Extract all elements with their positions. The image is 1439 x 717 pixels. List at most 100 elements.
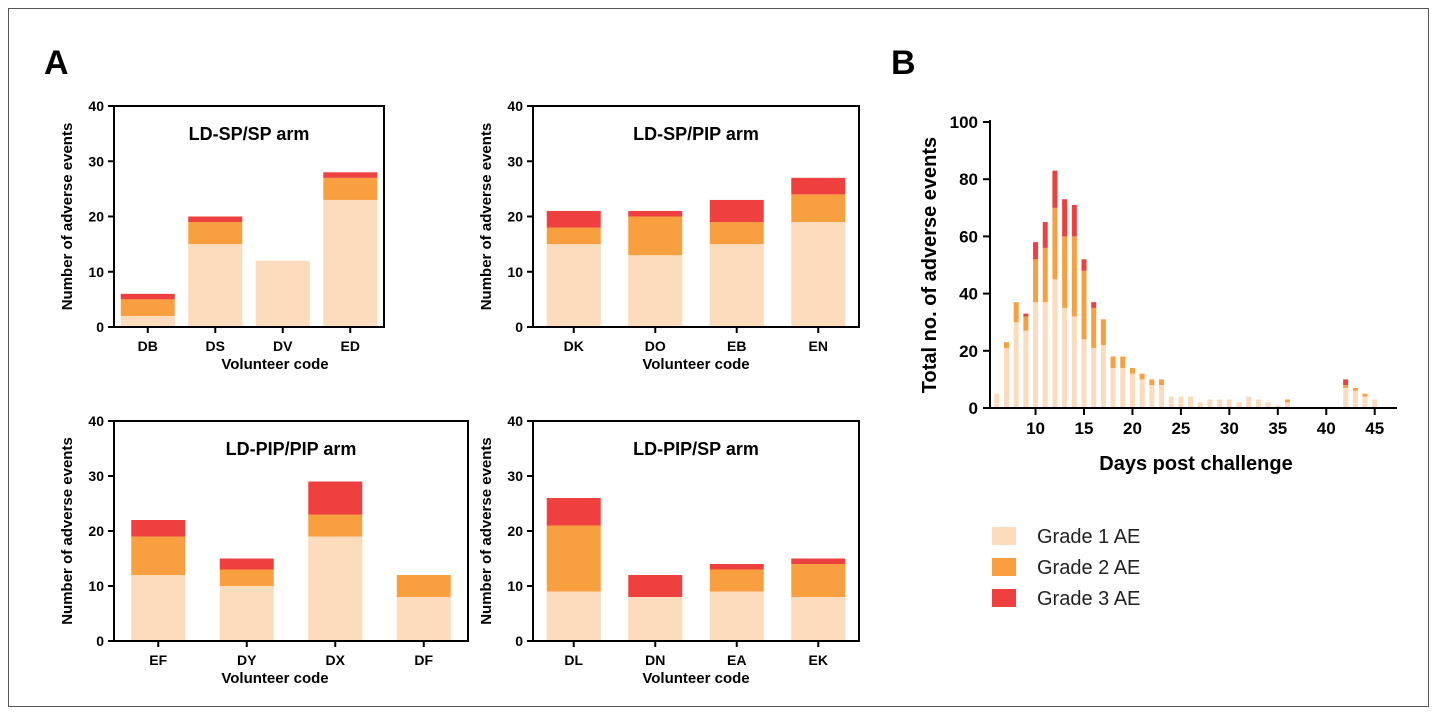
bar-ea-grade1: [709, 591, 764, 641]
x-tick-label-dy: DY: [237, 652, 257, 668]
legend: Grade 1 AE Grade 2 AE Grade 3 AE: [992, 526, 1140, 610]
y-tick-label-30: 30: [507, 468, 523, 484]
bar-day42-grade3: [1343, 379, 1349, 386]
y-tick-label-20: 20: [88, 523, 104, 539]
chart-ld-sp-sp: DB DS DV ED 0 10 20 30 40 LD-SP/SP arm Volunteer c…: [59, 98, 385, 373]
bar-day14-grade2: [1071, 236, 1077, 317]
bar-db-grade3: [120, 293, 175, 300]
y-tick-label-60: 60: [959, 227, 978, 246]
bar-day7-grade2: [1003, 342, 1009, 348]
y-tick-label-30: 30: [88, 468, 104, 484]
y-tick-label-20: 20: [959, 342, 978, 361]
bar-day15-grade3: [1081, 259, 1087, 271]
chart-title: LD-PIP/PIP arm: [226, 439, 357, 459]
bar-day45-grade1: [1372, 399, 1378, 408]
bar-day10-grade1: [1033, 302, 1039, 408]
bar-day9-grade1: [1023, 330, 1029, 408]
x-tick-label-10: 10: [1026, 419, 1045, 438]
bar-day10-grade3: [1033, 242, 1039, 260]
bar-day42-grade2: [1343, 385, 1349, 388]
y-tick-label-30: 30: [88, 153, 104, 169]
panel-b-label: B: [891, 44, 916, 82]
legend-label-grade3: Grade 3 AE: [1037, 588, 1140, 610]
bar-day33-grade1: [1255, 399, 1261, 408]
bar-day17-grade2: [1100, 319, 1106, 346]
bar-day9-grade2: [1023, 316, 1029, 331]
y-tick-label-0: 0: [969, 399, 978, 418]
bar-dy-grade2: [219, 569, 274, 586]
x-tick-label-dx: DX: [326, 652, 346, 668]
x-tick-label-en: EN: [809, 338, 828, 354]
chart-ld-pip-pip: EF DY DX DF 0 10 20 30 40 LD-PIP/PIP arm Volunteer…: [59, 413, 469, 687]
bar-day8-grade1: [1013, 322, 1019, 408]
bar-ek-grade2: [791, 564, 846, 597]
x-tick-label-35: 35: [1268, 419, 1287, 438]
bar-day43-grade1: [1352, 390, 1358, 408]
bar-day35-grade1: [1275, 405, 1281, 408]
y-tick-label-40: 40: [88, 98, 104, 114]
bar-day12-grade1: [1052, 279, 1058, 408]
bar-ef-grade2: [131, 536, 186, 575]
bar-en-grade3: [791, 177, 846, 195]
bar-day21-grade1: [1139, 379, 1145, 408]
bar-ed-grade3: [323, 172, 378, 178]
x-axis-title: Volunteer code: [642, 356, 749, 373]
x-tick-label-dn: DN: [645, 652, 665, 668]
bar-ef-grade3: [131, 520, 186, 537]
bar-eb-grade2: [709, 222, 764, 245]
bar-day30-grade1: [1226, 399, 1232, 408]
figure-frame: [8, 8, 1429, 707]
legend-label-grade1: Grade 1 AE: [1037, 526, 1140, 548]
y-tick-label-30: 30: [507, 153, 523, 169]
y-tick-label-20: 20: [507, 209, 523, 225]
bar-en-grade2: [791, 194, 846, 223]
y-tick-label-10: 10: [88, 578, 104, 594]
bar-day19-grade1: [1120, 367, 1126, 408]
y-tick-label-0: 0: [515, 319, 523, 335]
y-tick-label-40: 40: [507, 98, 523, 114]
bar-day22-grade2: [1149, 379, 1155, 386]
bar-day13-grade1: [1062, 307, 1068, 408]
bar-dk-grade1: [546, 244, 601, 327]
bar-day11-grade1: [1042, 302, 1048, 408]
bar-day28-grade1: [1207, 399, 1213, 408]
bar-day36-grade1: [1284, 402, 1290, 408]
bar-day22-grade1: [1149, 385, 1155, 408]
bar-day32-grade1: [1246, 396, 1252, 408]
chart-ld-pip-sp: DL DN EA EK 0 10 20 30 40 LD-PIP/SP arm Volunteer …: [478, 413, 860, 687]
y-tick-label-0: 0: [96, 633, 104, 649]
bar-day26-grade1: [1188, 396, 1194, 408]
chart-days-post-challenge: 0 20 40 60 80 100 10 15 20 25 30 35 40 45 Days post ch…: [919, 113, 1397, 475]
y-axis-title: Number of adverse events: [59, 123, 76, 311]
x-tick-label-dv: DV: [273, 338, 293, 354]
bar-dx-grade1: [308, 536, 363, 641]
bar-df-grade2: [396, 575, 451, 597]
bar-do-grade2: [628, 216, 683, 256]
bar-day14-grade1: [1071, 316, 1077, 408]
bar-day18-grade2: [1110, 356, 1116, 368]
bar-dk-grade3: [546, 210, 601, 228]
y-tick-label-40: 40: [88, 413, 104, 429]
legend-swatch-grade3: [992, 589, 1016, 607]
bar-ds-grade2: [188, 222, 243, 245]
y-tick-label-0: 0: [96, 319, 104, 335]
chart-title: LD-SP/SP arm: [189, 124, 310, 144]
y-tick-label-10: 10: [507, 264, 523, 280]
bar-ea-grade3: [709, 564, 764, 570]
bar-dk-grade2: [546, 227, 601, 245]
x-tick-label-dl: DL: [564, 652, 583, 668]
y-axis-title: Number of adverse events: [478, 123, 495, 311]
x-tick-label-25: 25: [1171, 419, 1190, 438]
bar-dv-grade1: [255, 260, 310, 327]
x-axis-title: Volunteer code: [221, 356, 328, 373]
chart-title: LD-SP/PIP arm: [633, 124, 759, 144]
panel-a-label: A: [44, 44, 69, 82]
bar-day13-grade3: [1062, 199, 1068, 237]
legend-label-grade2: Grade 2 AE: [1037, 557, 1140, 579]
bar-day13-grade2: [1062, 236, 1068, 308]
x-tick-label-do: DO: [645, 338, 666, 354]
bar-eb-grade3: [709, 199, 764, 223]
bar-ds-grade1: [188, 244, 243, 327]
x-tick-label-20: 20: [1123, 419, 1142, 438]
bar-day16-grade2: [1091, 307, 1097, 348]
